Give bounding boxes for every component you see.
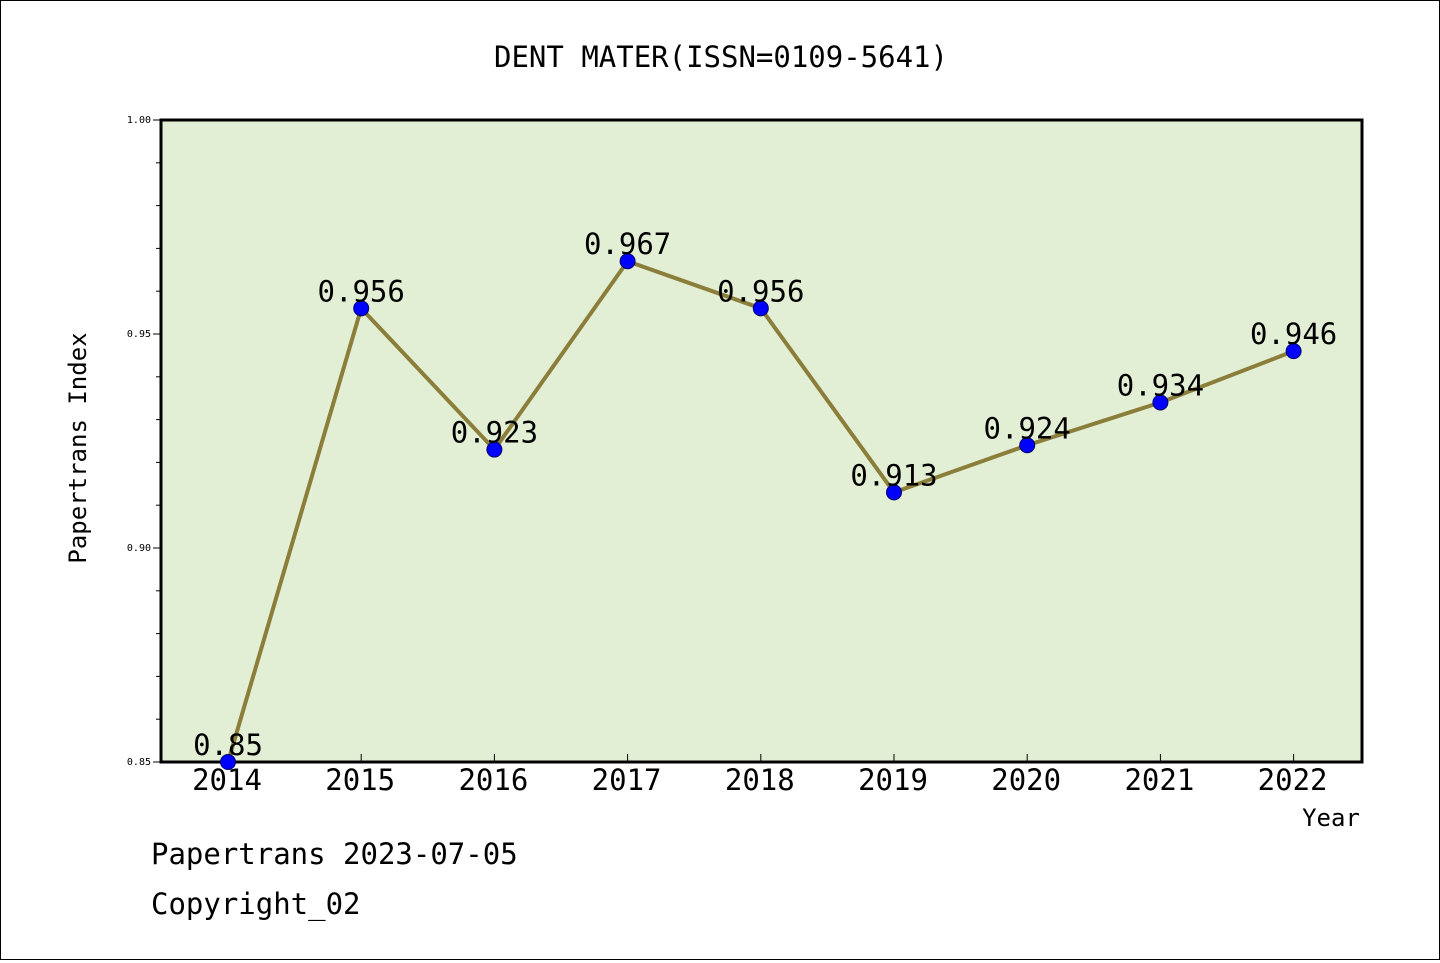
data-point <box>353 300 370 317</box>
data-point <box>619 253 636 270</box>
y-axis: 0.85 0.90 0.95 1.00 <box>127 115 161 768</box>
x-tick-label: 2015 <box>325 763 395 797</box>
data-label: 0.913 <box>850 458 937 492</box>
data-label: 0.956 <box>717 274 804 308</box>
footer-date: Papertrans 2023-07-05 <box>151 837 518 871</box>
x-tick-label: 2016 <box>458 763 528 797</box>
x-tick-label: 2022 <box>1258 763 1328 797</box>
y-tick-label: 0.95 <box>127 329 151 340</box>
y-axis-label: Papertrans Index <box>64 332 92 563</box>
data-point <box>1019 437 1036 454</box>
data-label: 0.956 <box>318 274 405 308</box>
x-tick-label: 2018 <box>725 763 795 797</box>
y-tick-label: 0.90 <box>127 543 151 554</box>
x-axis: 2014 2015 2016 2017 2018 2019 2020 2021 2022 <box>192 754 1328 797</box>
data-point <box>486 441 503 458</box>
x-axis-label: Year <box>1302 804 1360 832</box>
chart-title: DENT MATER(ISSN=0109-5641) <box>494 40 948 74</box>
y-tick-label: 1.00 <box>127 115 151 126</box>
data-markers <box>220 253 1302 770</box>
data-point <box>1152 394 1169 411</box>
data-label: 0.923 <box>451 416 538 450</box>
data-label: 0.934 <box>1117 368 1204 402</box>
x-tick-label: 2021 <box>1124 763 1194 797</box>
x-tick-label: 2019 <box>858 763 928 797</box>
data-point <box>886 484 902 501</box>
x-tick-label: 2020 <box>991 763 1061 797</box>
data-label: 0.946 <box>1250 317 1337 351</box>
data-point <box>752 300 769 317</box>
data-label: 0.967 <box>584 227 671 261</box>
y-tick-label: 0.85 <box>127 757 151 768</box>
x-tick-label: 2017 <box>592 763 662 797</box>
data-labels: 0.85 0.956 0.923 0.967 0.956 0.913 0.924 0.934 0… <box>193 227 1337 762</box>
data-label: 0.924 <box>984 411 1071 445</box>
data-point <box>1285 343 1302 360</box>
data-label: 0.85 <box>193 728 263 762</box>
footer-copyright: Copyright_02 <box>151 887 361 921</box>
plot-area <box>159 118 1364 764</box>
data-point <box>220 754 236 770</box>
